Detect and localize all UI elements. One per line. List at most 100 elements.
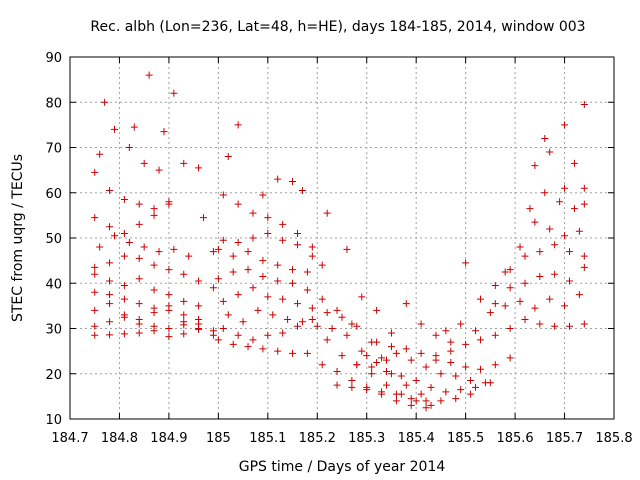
data-point [417, 390, 425, 398]
data-point [219, 191, 227, 199]
data-point [160, 128, 168, 136]
data-point [264, 293, 272, 301]
chart-title: Rec. albh (Lon=236, Lat=48, h=HE), days … [90, 19, 585, 35]
data-point [264, 331, 272, 339]
data-point [333, 306, 341, 314]
data-point [274, 175, 282, 183]
data-point [561, 184, 569, 192]
data-point [180, 311, 188, 319]
data-point [397, 372, 405, 380]
data-point [91, 168, 99, 176]
data-point [106, 331, 114, 339]
data-point [323, 209, 331, 217]
x-tick-label: 185.5 [447, 431, 484, 446]
data-point [551, 270, 559, 278]
data-point [343, 245, 351, 253]
y-tick-label: 30 [45, 323, 62, 338]
data-point [135, 329, 143, 337]
y-tick-label: 10 [45, 413, 62, 428]
data-point [447, 347, 455, 355]
data-point [462, 363, 470, 371]
data-point [333, 367, 341, 375]
data-point [91, 288, 99, 296]
data-point [481, 379, 489, 387]
x-tick-label: 185.6 [496, 431, 533, 446]
data-point [234, 239, 242, 247]
data-point [180, 297, 188, 305]
data-point [249, 336, 257, 344]
data-point [279, 295, 287, 303]
data-point [546, 148, 554, 156]
data-point [106, 291, 114, 299]
data-point [580, 252, 588, 260]
data-point [378, 388, 386, 396]
data-point [551, 241, 559, 249]
data-point [91, 263, 99, 271]
data-point [308, 243, 316, 251]
data-point [531, 162, 539, 170]
data-point [274, 277, 282, 285]
data-point [91, 322, 99, 330]
x-tick-label: 184.8 [101, 431, 138, 446]
data-point [531, 218, 539, 226]
data-point [363, 352, 371, 360]
grid-lines [70, 57, 614, 419]
data-point [293, 322, 301, 330]
data-point [486, 309, 494, 317]
data-point [368, 363, 376, 371]
x-tick-label: 185.8 [595, 431, 632, 446]
data-point [91, 331, 99, 339]
data-point [155, 248, 163, 256]
data-point [318, 361, 326, 369]
data-point [521, 279, 529, 287]
x-tick-label: 185 [206, 431, 231, 446]
data-point [392, 390, 400, 398]
data-point [234, 291, 242, 299]
data-point [120, 229, 128, 237]
data-point [303, 349, 311, 357]
data-point [249, 234, 257, 242]
data-point [140, 159, 148, 167]
data-point [343, 331, 351, 339]
data-point [150, 304, 158, 312]
data-point [120, 252, 128, 260]
data-point [333, 381, 341, 389]
x-tick-label: 185.7 [546, 431, 583, 446]
data-point [180, 318, 188, 326]
data-point [106, 300, 114, 308]
data-point [323, 309, 331, 317]
data-point [422, 363, 430, 371]
data-point [284, 315, 292, 323]
data-point [135, 315, 143, 323]
data-point [561, 302, 569, 310]
data-point [392, 397, 400, 405]
data-point [234, 200, 242, 208]
data-point [383, 356, 391, 364]
data-point [303, 268, 311, 276]
x-tick-label: 185.1 [249, 431, 286, 446]
data-point [135, 254, 143, 262]
data-point [417, 349, 425, 357]
y-tick-label: 40 [45, 277, 62, 292]
data-point [387, 329, 395, 337]
data-point [472, 327, 480, 335]
data-point [259, 257, 267, 265]
y-axis-label: STEC from uqrg / TECUs [10, 154, 26, 322]
data-point [402, 381, 410, 389]
data-point [249, 284, 257, 292]
data-point [120, 311, 128, 319]
data-point [111, 125, 119, 133]
data-point [467, 377, 475, 385]
data-point [422, 404, 430, 412]
data-point [570, 159, 578, 167]
data-point [313, 322, 321, 330]
data-point [229, 252, 237, 260]
data-point [180, 270, 188, 278]
data-point [135, 200, 143, 208]
data-point [516, 243, 524, 251]
data-point [462, 340, 470, 348]
data-point [195, 315, 203, 323]
data-point [180, 330, 188, 338]
data-point [289, 349, 297, 357]
